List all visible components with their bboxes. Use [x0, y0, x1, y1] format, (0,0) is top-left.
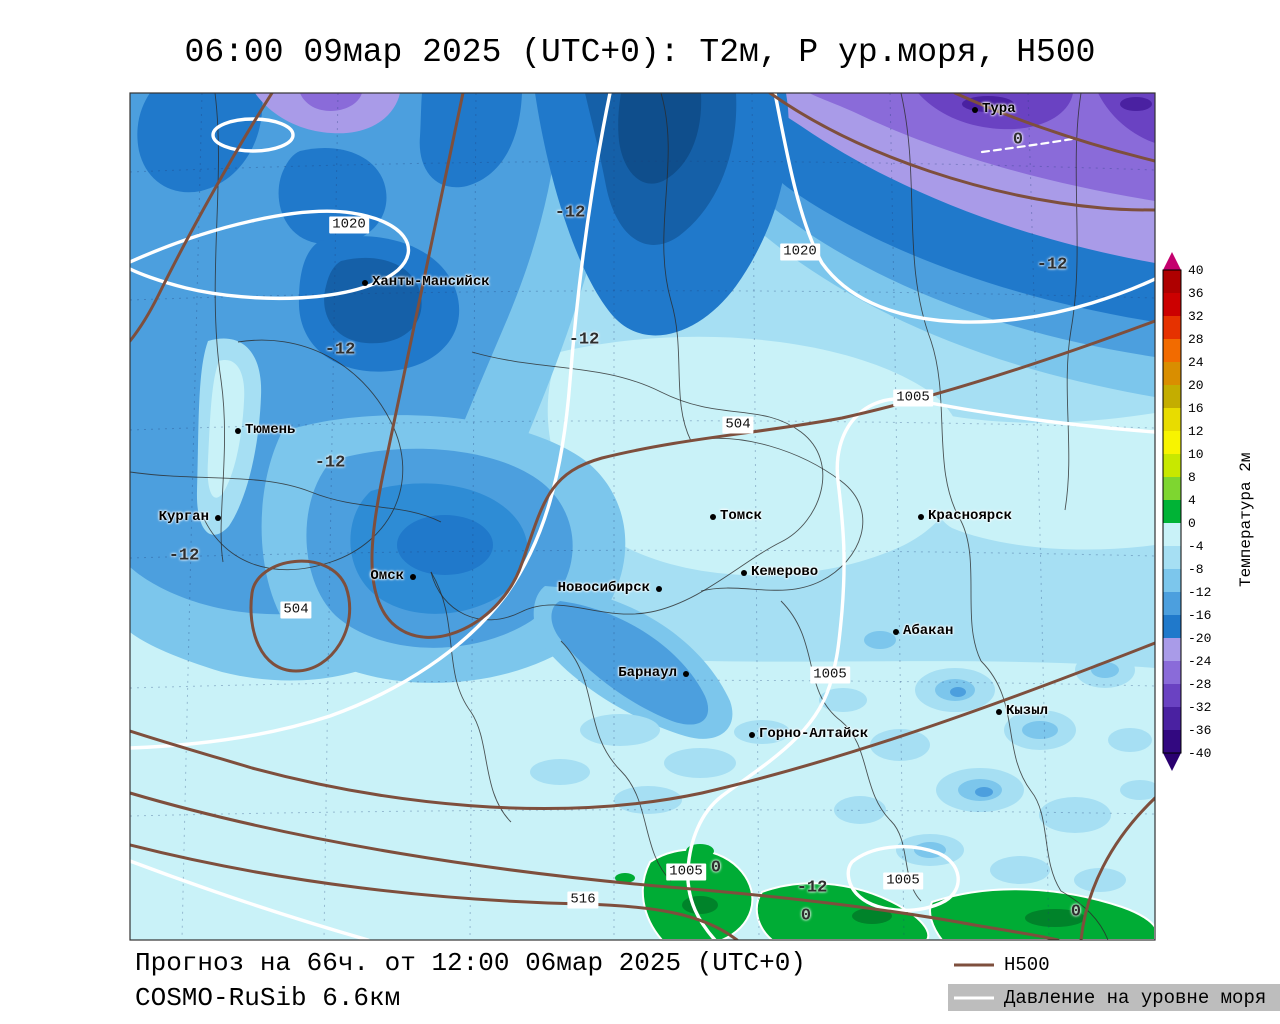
- legend-pressure: Давление на уровне моря: [948, 984, 1280, 1011]
- model-info: COSMO-RuSib 6.6км: [135, 983, 401, 1013]
- svg-text:-32: -32: [1188, 700, 1211, 715]
- colorbar-title: Температура 2м: [1237, 452, 1255, 588]
- svg-text:-28: -28: [1188, 677, 1211, 692]
- svg-text:8: 8: [1188, 470, 1196, 485]
- temperature-fill-layer: [130, 93, 1155, 940]
- svg-text:-16: -16: [1188, 608, 1211, 623]
- map-border: [129, 92, 1156, 941]
- svg-text:-4: -4: [1188, 539, 1204, 554]
- legend-h500: H500: [952, 954, 1050, 976]
- svg-text:-36: -36: [1188, 723, 1211, 738]
- svg-text:-40: -40: [1188, 746, 1211, 761]
- svg-text:4: 4: [1188, 493, 1196, 508]
- forecast-info: Прогноз на 66ч. от 12:00 06мар 2025 (UTC…: [135, 948, 806, 978]
- svg-text:16: 16: [1188, 401, 1204, 416]
- svg-text:32: 32: [1188, 309, 1204, 324]
- page-title: 06:00 09мар 2025 (UTC+0): Т2м, P ур.моря…: [184, 34, 1096, 71]
- pressure-line-sample: [954, 996, 994, 999]
- svg-text:12: 12: [1188, 424, 1204, 439]
- admin-boundaries: [130, 93, 1109, 940]
- svg-text:-12: -12: [1188, 585, 1211, 600]
- svg-text:10: 10: [1188, 447, 1204, 462]
- svg-text:36: 36: [1188, 286, 1204, 301]
- h500-contours: [130, 93, 1155, 940]
- svg-text:24: 24: [1188, 355, 1204, 370]
- temperature-colorbar: 403632282420161210840-4-8-12-16-20-24-28…: [1162, 252, 1212, 771]
- legend-pressure-label: Давление на уровне моря: [1004, 986, 1267, 1009]
- legend-h500-label: H500: [1004, 954, 1050, 976]
- svg-text:40: 40: [1188, 263, 1204, 278]
- svg-text:-20: -20: [1188, 631, 1211, 646]
- h500-line-sample: [954, 963, 994, 967]
- svg-text:0: 0: [1188, 516, 1196, 531]
- svg-text:-8: -8: [1188, 562, 1204, 577]
- svg-text:28: 28: [1188, 332, 1204, 347]
- svg-text:-24: -24: [1188, 654, 1212, 669]
- svg-text:20: 20: [1188, 378, 1204, 393]
